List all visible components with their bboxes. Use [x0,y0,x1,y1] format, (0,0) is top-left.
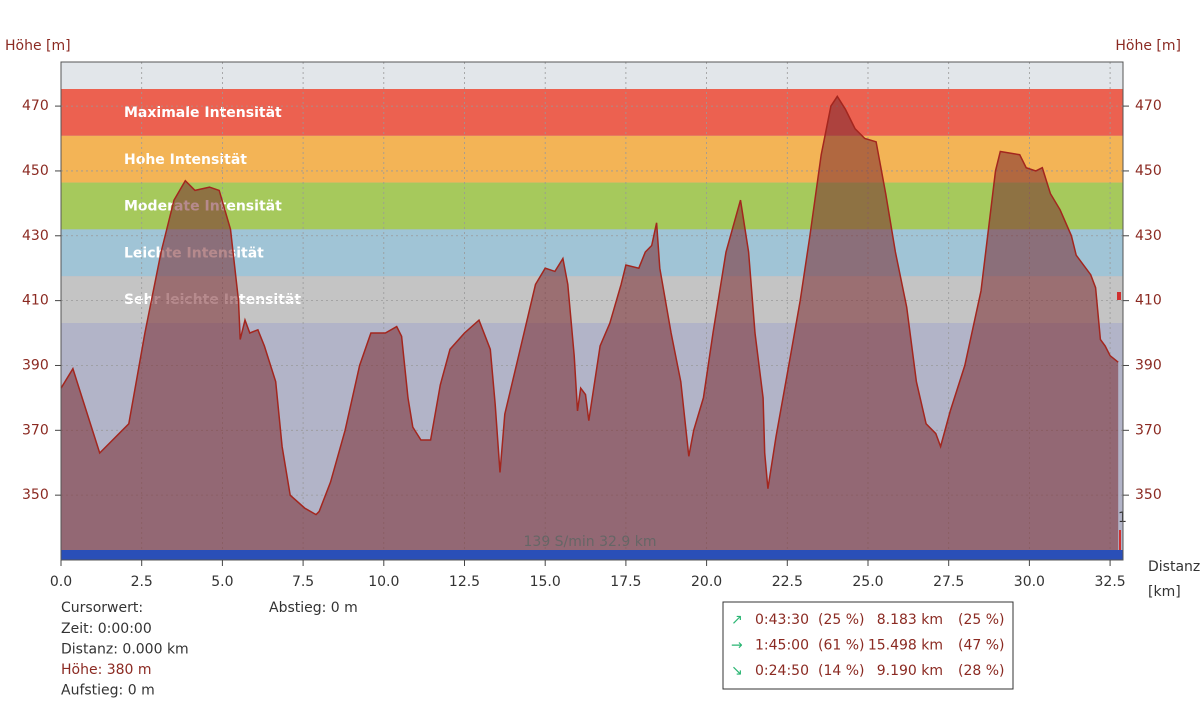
x-axis-title: Distanz [1148,559,1200,575]
plot-top-strip [61,62,1123,89]
stats-arrow: ↗ [731,612,743,628]
cursor-line: Höhe: 380 m [61,662,152,678]
x-tick-label: 27.5 [933,574,964,590]
x-axis-unit: [km] [1148,584,1181,600]
stats-time: 0:24:50 [755,663,809,679]
time-bar [61,550,1123,560]
stats-distance: 15.498 km [868,638,943,654]
y-tick-label: 430 [22,228,49,244]
intensity-zone [61,89,1123,136]
intensity-zone [61,135,1123,183]
cursor-descent: Abstieg: 0 m [269,600,358,616]
status-text: 139 S/min 32.9 km [524,534,657,550]
plot-frame [60,61,1124,561]
x-tick-label: 22.5 [772,574,803,590]
stats-time-pct: (25 %) [818,612,865,628]
x-tick-label: 10.0 [368,574,399,590]
x-tick-label: 20.0 [691,574,722,590]
y2-tick-label: 350 [1135,487,1162,503]
x-tick-label: 25.0 [852,574,883,590]
y-tick-label: 390 [22,357,49,373]
elevation-line [60,95,1119,516]
y-tick-label: 370 [22,422,49,438]
zone-label: Hohe Intensität [124,152,247,168]
cursor-line: Aufstieg: 0 m [61,683,155,699]
y-tick-label: 450 [22,163,49,179]
stats-distance-pct: (25 %) [958,612,1005,628]
intensity-zone [61,182,1123,230]
marker-text: 1 [1118,510,1127,526]
stats-distance-pct: (47 %) [958,638,1005,654]
y-tick-label: 410 [22,293,49,309]
x-tick-label: 12.5 [449,574,480,590]
y2-tick-label: 470 [1135,98,1162,114]
y2-tick-label: 370 [1135,422,1162,438]
cursor-line: Zeit: 0:00:00 [61,621,152,637]
stats-time: 0:43:30 [755,612,809,628]
stats-distance: 9.190 km [877,663,943,679]
y2-tick-label: 450 [1135,163,1162,179]
x-tick-label: 7.5 [292,574,314,590]
stats-time-pct: (14 %) [818,663,865,679]
x-tick-label: 0.0 [50,574,72,590]
zone-label: Maximale Intensität [124,105,282,121]
stats-distance-pct: (28 %) [958,663,1005,679]
cursor-line: Distanz: 0.000 km [61,642,189,658]
x-tick-label: 30.0 [1014,574,1045,590]
stats-time-pct: (61 %) [818,638,865,654]
y2-tick-label: 430 [1135,228,1162,244]
y-tick-label: 470 [22,98,49,114]
cursor-title: Cursorwert: [61,600,143,616]
x-tick-label: 15.0 [530,574,561,590]
stats-time: 1:45:00 [755,638,809,654]
y-tick-label: 350 [22,487,49,503]
marker [1117,292,1121,300]
x-tick-label: 2.5 [131,574,153,590]
stats-box [722,601,1014,690]
y2-tick-label: 390 [1135,357,1162,373]
x-tick-label: 17.5 [610,574,641,590]
cursor-marker [1119,530,1121,550]
x-tick-label: 5.0 [211,574,233,590]
stats-arrow: ↘ [731,663,743,679]
intensity-zone [61,229,1123,277]
stats-arrow: → [731,638,743,654]
y2-tick-label: 410 [1135,293,1162,309]
stats-distance: 8.183 km [877,612,943,628]
y2-axis-title: Höhe [m] [1115,38,1181,54]
x-tick-label: 32.5 [1095,574,1126,590]
y-axis-title: Höhe [m] [5,38,71,54]
elevation-area [61,96,1119,561]
